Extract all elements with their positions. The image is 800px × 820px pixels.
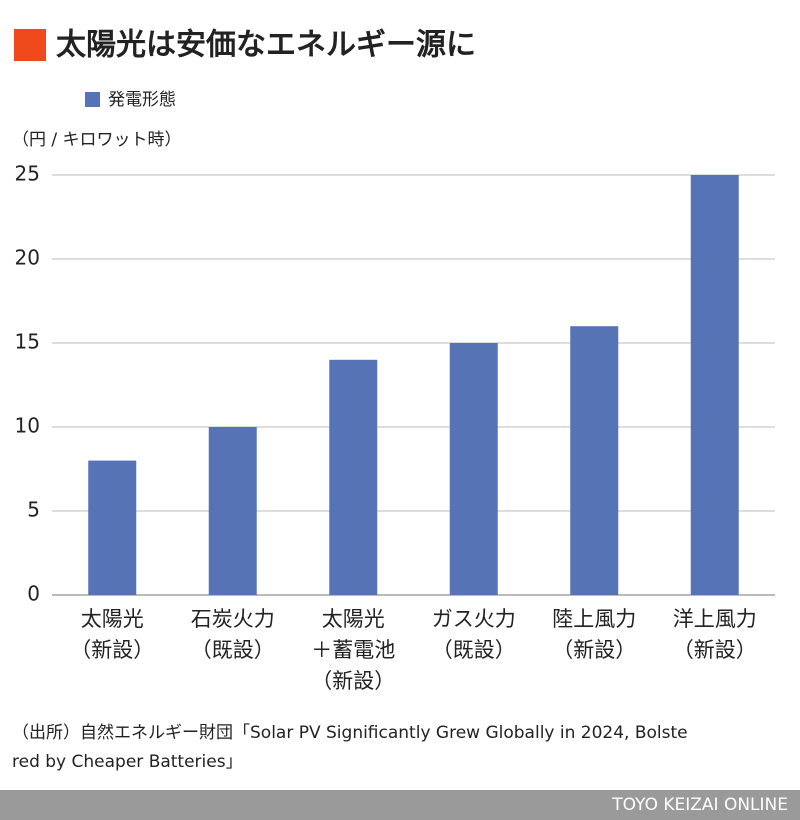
x-tick-label: （新設） <box>70 638 154 662</box>
y-tick-label: 20 <box>15 246 40 270</box>
x-tick-label: （新設） <box>552 638 636 662</box>
x-tick-label: ＋蓄電池 <box>311 638 395 662</box>
y-tick-label: 25 <box>15 162 40 186</box>
source-note: （出所）自然エネルギー財団「Solar PV Significantly Gre… <box>12 723 688 743</box>
x-tick-label: 洋上風力 <box>673 607 757 631</box>
x-tick-label: （既設） <box>432 638 516 662</box>
x-tick-label: （既設） <box>191 638 275 662</box>
bar <box>449 343 498 595</box>
bar <box>329 359 378 595</box>
x-tick-label: （新設） <box>311 669 395 693</box>
bar <box>570 326 619 595</box>
x-tick-label: ガス火力 <box>432 607 516 631</box>
legend-label: 発電形態 <box>108 90 176 110</box>
y-tick-label: 0 <box>27 582 40 606</box>
bar <box>208 427 257 595</box>
bar <box>88 460 137 595</box>
y-tick-label: 5 <box>27 498 40 522</box>
x-tick-label: （新設） <box>673 638 757 662</box>
bar <box>690 175 739 595</box>
source-note: red by Cheaper Batteries」 <box>12 752 243 772</box>
x-tick-label: 太陽光 <box>322 607 385 631</box>
x-tick-label: 石炭火力 <box>191 607 275 631</box>
legend-swatch <box>85 92 100 107</box>
chart-title: 太陽光は安価なエネルギー源に <box>56 28 476 63</box>
title-marker <box>14 29 46 61</box>
x-tick-label: 太陽光 <box>81 607 144 631</box>
x-tick-label: 陸上風力 <box>552 607 636 631</box>
y-axis-label: （円 / キロワット時） <box>12 130 182 150</box>
y-tick-label: 10 <box>15 414 40 438</box>
y-tick-label: 15 <box>15 330 40 354</box>
footer-band <box>0 790 800 820</box>
footer: TOYO KEIZAI ONLINE <box>611 795 788 815</box>
